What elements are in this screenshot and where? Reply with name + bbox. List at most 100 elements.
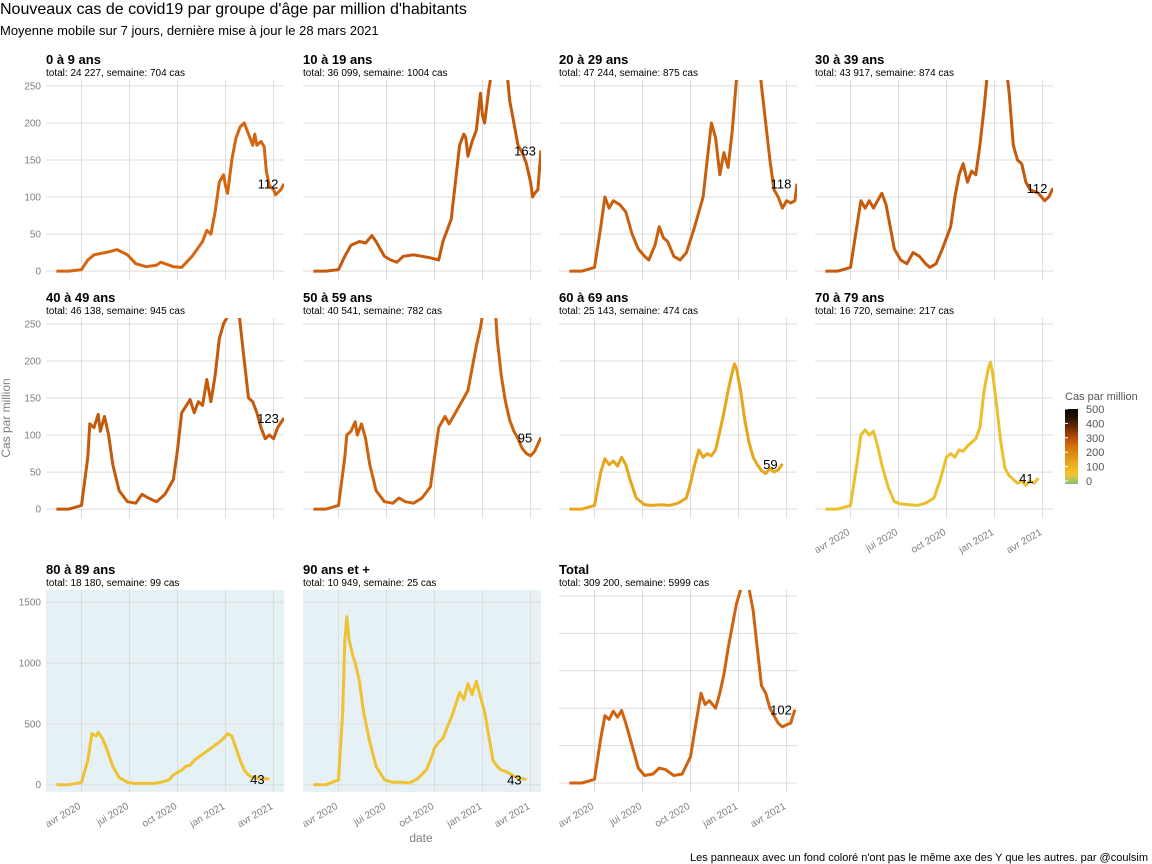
legend-tick-label: 500 [1086, 404, 1104, 416]
panel-stats: total: 10 949, semaine: 25 cas [303, 578, 436, 589]
panel-title: 90 ans et + [303, 562, 370, 577]
x-tick-label: oct 2020 [653, 801, 692, 830]
panel-background [46, 590, 284, 792]
figure-title: Nouveaux cas de covid19 par groupe d'âge… [0, 1, 467, 18]
panel-title: 40 à 49 ans [46, 290, 115, 305]
panel: avr 2020 jui 2020 oct 2020 jan 2021 avr 2021… [301, 562, 541, 830]
panel-stats: total: 24 227, semaine: 704 cas [46, 68, 185, 79]
legend-tick-label: 100 [1086, 462, 1104, 474]
panel-stats: total: 309 200, semaine: 5999 cas [559, 578, 709, 589]
panel-stats: total: 46 138, semaine: 945 cas [46, 306, 185, 317]
legend: Cas par million 0 100 200 300 400 500 [1065, 391, 1138, 488]
x-tick-label: avr 2020 [44, 801, 84, 830]
x-tick-label: oct 2020 [397, 801, 436, 830]
figure-caption: Les panneaux avec un fond coloré n'ont p… [690, 852, 1148, 864]
legend-colorbar [1065, 409, 1078, 484]
x-tick-label: jan 2021 [700, 801, 740, 830]
x-tick-label: avr 2021 [493, 801, 533, 830]
panel-title: 0 à 9 ans [46, 52, 101, 67]
x-tick-label: avr 2021 [749, 801, 789, 830]
series-line [313, 615, 527, 787]
series-line [569, 362, 784, 511]
legend-tick-label: 200 [1086, 447, 1104, 459]
series-line [313, 318, 541, 511]
y-tick-label: 1500 [19, 598, 42, 609]
x-tick-label: jui 2020 [863, 527, 900, 555]
last-value-label: 112 [258, 177, 279, 192]
panel-title: 30 à 39 ans [815, 52, 884, 67]
x-tick-label: jui 2020 [351, 801, 388, 829]
x-tick-label: oct 2020 [140, 801, 179, 830]
x-tick-label: oct 2020 [909, 527, 948, 556]
x-tick-label: avr 2021 [1005, 527, 1045, 556]
y-tick-label: 250 [24, 319, 41, 330]
last-value-label: 41 [1019, 471, 1033, 486]
panel: avr 2020 jui 2020 oct 2020 jan 2021 avr 2021… [813, 290, 1053, 556]
panel-stats: total: 47 244, semaine: 875 cas [559, 68, 698, 79]
last-value-label: 102 [770, 703, 792, 718]
y-tick-label: 500 [24, 719, 41, 730]
y-tick-label: 200 [24, 356, 41, 367]
y-axis-title: Cas par million [0, 378, 13, 457]
last-value-label: 59 [763, 457, 777, 472]
x-tick-label: avr 2021 [236, 801, 276, 830]
panel-title: 10 à 19 ans [303, 52, 372, 67]
x-tick-label: jan 2021 [444, 801, 484, 830]
y-tick-label: 100 [24, 431, 41, 442]
last-value-label: 43 [250, 772, 264, 787]
y-tick-label: 50 [30, 230, 42, 241]
x-tick-label: jui 2020 [94, 801, 131, 829]
last-value-label: 123 [257, 411, 279, 426]
panel-title: 50 à 59 ans [303, 290, 372, 305]
panel-stats: total: 43 917, semaine: 874 cas [815, 68, 954, 79]
panel-title: 70 à 79 ans [815, 290, 884, 305]
panel: 0 500 1000 1500 avr 2020 jui 2020 oct 2020 jan … [19, 562, 284, 830]
panel: avr 2020 jui 2020 oct 2020 jan 2021 avr 2021… [557, 562, 797, 830]
panel-title: 20 à 29 ans [559, 52, 628, 67]
panel-stats: total: 40 541, semaine: 782 cas [303, 306, 442, 317]
x-tick-label: jui 2020 [607, 801, 644, 829]
y-tick-label: 250 [24, 81, 41, 92]
last-value-label: 112 [1027, 181, 1048, 196]
panel-title: 80 à 89 ans [46, 562, 115, 577]
y-tick-label: 1000 [19, 659, 42, 670]
y-tick-label: 0 [35, 267, 41, 278]
series-line [569, 80, 797, 273]
legend-tick-label: 0 [1086, 476, 1092, 488]
x-tick-label: avr 2020 [813, 527, 853, 556]
panel-stats: total: 36 099, semaine: 1004 cas [303, 68, 448, 79]
x-axis-title: date [409, 831, 433, 845]
y-tick-label: 100 [24, 193, 41, 204]
series-line [569, 590, 797, 785]
legend-tick-label: 400 [1086, 418, 1104, 430]
panel-stats: total: 16 720, semaine: 217 cas [815, 306, 954, 317]
x-tick-label: avr 2020 [301, 801, 341, 830]
x-tick-label: jan 2021 [956, 527, 996, 556]
series-line [56, 730, 270, 787]
x-tick-label: avr 2020 [557, 801, 597, 830]
series-line [56, 121, 284, 273]
series-line [825, 80, 1053, 273]
legend-tick-label: 300 [1086, 433, 1104, 445]
y-tick-label: 50 [30, 468, 42, 479]
series-line [313, 80, 541, 273]
panel-title: 60 à 69 ans [559, 290, 628, 305]
y-tick-label: 0 [35, 505, 41, 516]
panel-title: Total [559, 562, 589, 577]
series-line [56, 318, 284, 511]
series-line [825, 360, 1040, 511]
legend-title: Cas par million [1065, 391, 1138, 403]
y-tick-label: 150 [24, 394, 41, 405]
x-tick-label: jan 2021 [187, 801, 227, 830]
last-value-label: 95 [518, 430, 532, 445]
y-tick-label: 150 [24, 156, 41, 167]
last-value-label: 118 [771, 177, 792, 192]
